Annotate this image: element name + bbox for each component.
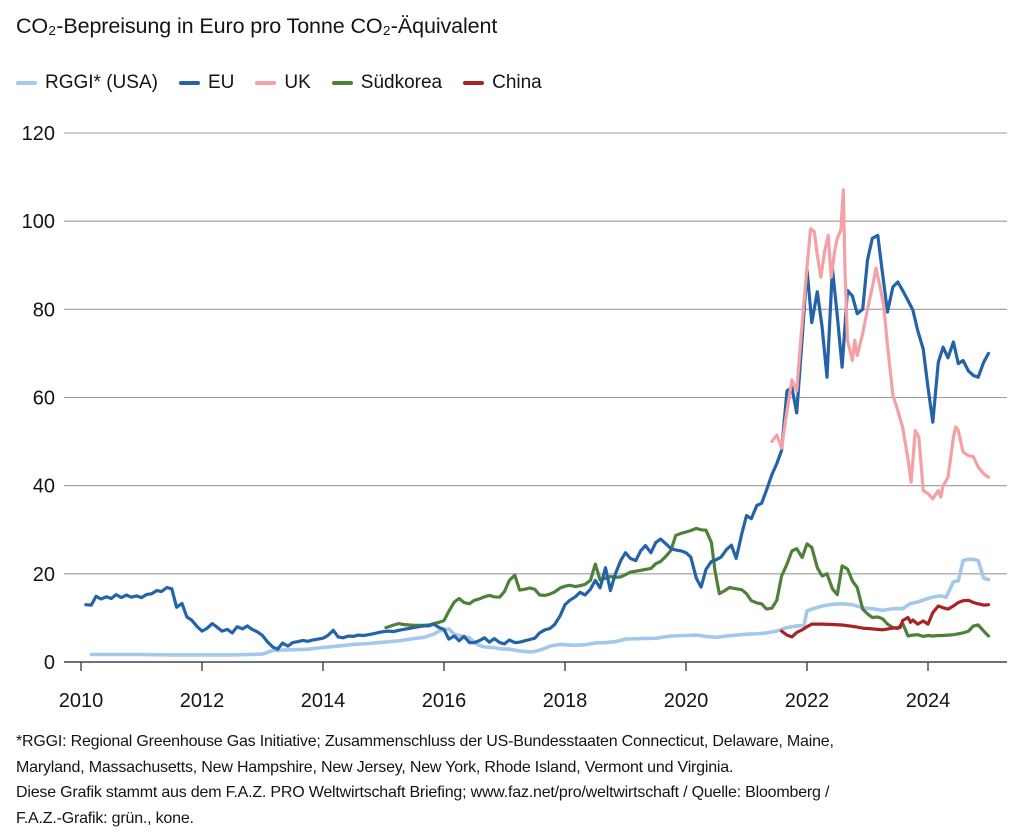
legend-label-suedkorea: Südkorea bbox=[360, 72, 443, 93]
legend-swatch-rggi bbox=[16, 80, 37, 86]
legend-label-china: China bbox=[492, 72, 542, 93]
series-line-eu bbox=[84, 233, 991, 651]
y-tick-label-40: 40 bbox=[33, 476, 55, 498]
footnote-line-4: F.A.Z.-Grafik: grün., kone. bbox=[16, 809, 194, 827]
legend-swatch-uk bbox=[255, 80, 277, 86]
legend-item-eu: EU bbox=[178, 72, 235, 94]
chart-legend: RGGI* (USA) EU UK Südkorea China bbox=[16, 72, 542, 94]
series-line-rggi bbox=[89, 557, 991, 657]
y-tick-label-100: 100 bbox=[22, 211, 55, 233]
legend-swatch-eu bbox=[178, 80, 200, 86]
x-tick-label-2012: 2012 bbox=[180, 690, 225, 712]
x-tick-label-2016: 2016 bbox=[422, 690, 467, 712]
footnote: *RGGI: Regional Greenhouse Gas Initiativ… bbox=[16, 729, 1016, 831]
series-line-suedkorea bbox=[384, 526, 991, 639]
legend-item-china: China bbox=[463, 72, 542, 94]
legend-swatch-suedkorea bbox=[331, 80, 353, 86]
x-tick-label-2022: 2022 bbox=[785, 690, 830, 712]
x-tick-label-2014: 2014 bbox=[301, 690, 346, 712]
y-tick-label-120: 120 bbox=[22, 123, 55, 145]
x-tick-label-2010: 2010 bbox=[59, 690, 104, 712]
x-tick-label-2020: 2020 bbox=[664, 690, 709, 712]
footnote-line-1: *RGGI: Regional Greenhouse Gas Initiativ… bbox=[16, 733, 834, 750]
footnote-line-2: Maryland, Massachusetts, New Hampshire, … bbox=[16, 758, 734, 776]
x-tick-label-2024: 2024 bbox=[906, 690, 951, 712]
y-tick-label-60: 60 bbox=[33, 388, 55, 410]
y-tick-label-0: 0 bbox=[44, 652, 55, 674]
series-line-uk bbox=[770, 188, 991, 501]
legend-swatch-china bbox=[463, 80, 485, 86]
legend-label-uk: UK bbox=[284, 72, 311, 93]
legend-label-rggi: RGGI* (USA) bbox=[45, 72, 158, 93]
x-tick-label-2018: 2018 bbox=[543, 690, 588, 712]
footnote-line-3: Diese Grafik stammt aus dem F.A.Z. PRO W… bbox=[16, 784, 830, 801]
y-tick-label-80: 80 bbox=[33, 299, 55, 321]
legend-item-rggi: RGGI* (USA) bbox=[16, 72, 158, 94]
series-line-china bbox=[779, 598, 991, 639]
page-title: CO₂-Bepreisung in Euro pro Tonne CO₂-Äqu… bbox=[16, 14, 498, 38]
line-chart-plot: 0 20 40 60 80 100 120 2010 2012 2014 2016 2018 2020 2… bbox=[22, 123, 1007, 712]
legend-item-suedkorea: Südkorea bbox=[331, 72, 443, 94]
legend-label-eu: EU bbox=[207, 72, 235, 93]
y-tick-label-20: 20 bbox=[33, 564, 55, 586]
legend-item-uk: UK bbox=[255, 72, 311, 94]
